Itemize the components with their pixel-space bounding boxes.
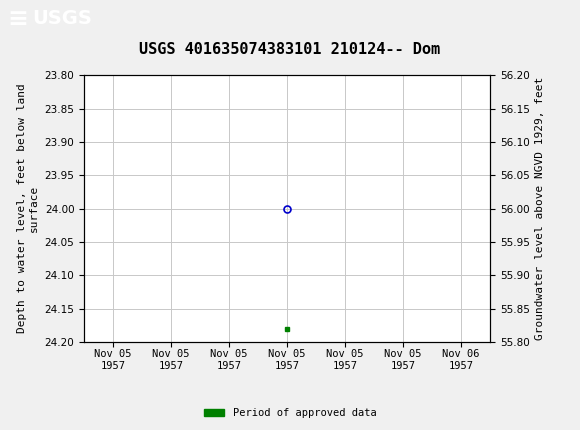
Y-axis label: Groundwater level above NGVD 1929, feet: Groundwater level above NGVD 1929, feet [535,77,545,340]
Y-axis label: Depth to water level, feet below land
surface: Depth to water level, feet below land su… [17,84,39,333]
Text: USGS 401635074383101 210124-- Dom: USGS 401635074383101 210124-- Dom [139,42,441,57]
Text: ≡: ≡ [7,6,28,31]
Text: USGS: USGS [32,9,92,28]
Legend: Period of approved data: Period of approved data [200,404,380,423]
